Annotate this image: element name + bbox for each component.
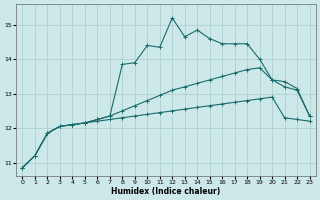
X-axis label: Humidex (Indice chaleur): Humidex (Indice chaleur) <box>111 187 221 196</box>
